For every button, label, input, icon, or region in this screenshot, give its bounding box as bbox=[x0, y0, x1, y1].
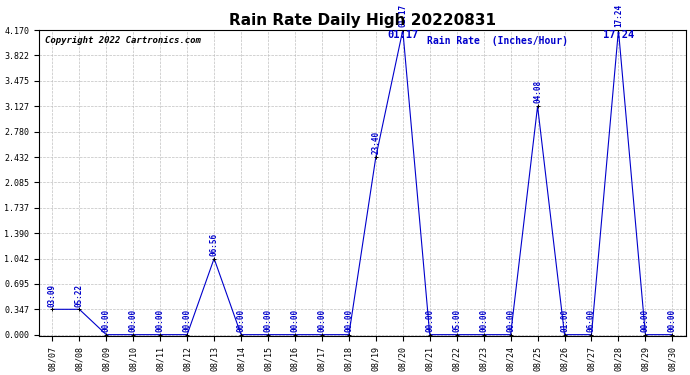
Title: Rain Rate Daily High 20220831: Rain Rate Daily High 20220831 bbox=[229, 12, 496, 27]
Text: 06:56: 06:56 bbox=[210, 232, 219, 256]
Text: 05:22: 05:22 bbox=[75, 284, 83, 306]
Text: 00:00: 00:00 bbox=[183, 309, 192, 332]
Text: 05:00: 05:00 bbox=[452, 309, 461, 332]
Text: 03:09: 03:09 bbox=[48, 284, 57, 306]
Text: 00:00: 00:00 bbox=[237, 309, 246, 332]
Text: 17:24: 17:24 bbox=[614, 4, 623, 27]
Text: 23:40: 23:40 bbox=[371, 131, 380, 154]
Text: 00:00: 00:00 bbox=[506, 309, 515, 332]
Text: 00:00: 00:00 bbox=[668, 309, 677, 332]
Text: Rain Rate  (Inches/Hour): Rain Rate (Inches/Hour) bbox=[427, 36, 568, 46]
Text: 17:24: 17:24 bbox=[603, 30, 634, 40]
Text: 00:00: 00:00 bbox=[129, 309, 138, 332]
Text: 06:00: 06:00 bbox=[587, 309, 596, 332]
Text: 00:00: 00:00 bbox=[479, 309, 488, 332]
Text: 00:00: 00:00 bbox=[425, 309, 434, 332]
Text: 04:08: 04:08 bbox=[533, 80, 542, 104]
Text: 01:17: 01:17 bbox=[398, 4, 407, 27]
Text: 00:00: 00:00 bbox=[102, 309, 111, 332]
Text: 00:00: 00:00 bbox=[156, 309, 165, 332]
Text: 00:00: 00:00 bbox=[264, 309, 273, 332]
Text: 00:00: 00:00 bbox=[344, 309, 353, 332]
Text: 01:00: 01:00 bbox=[560, 309, 569, 332]
Text: 00:00: 00:00 bbox=[641, 309, 650, 332]
Text: 00:00: 00:00 bbox=[317, 309, 326, 332]
Text: 01:17: 01:17 bbox=[387, 30, 418, 40]
Text: 00:00: 00:00 bbox=[290, 309, 299, 332]
Text: Copyright 2022 Cartronics.com: Copyright 2022 Cartronics.com bbox=[46, 36, 201, 45]
